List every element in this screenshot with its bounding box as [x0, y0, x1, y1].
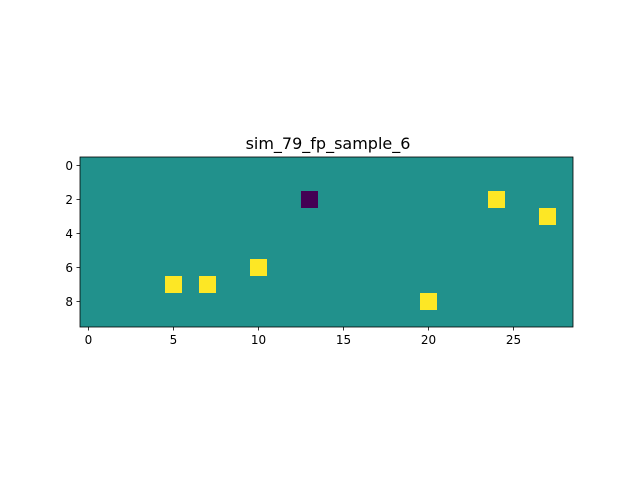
y-tick-label: 0 [65, 159, 73, 173]
y-tick-label: 6 [65, 261, 73, 275]
x-tick-label: 25 [506, 333, 521, 347]
heatmap-cell [301, 191, 318, 208]
y-tick-label: 4 [65, 227, 73, 241]
chart-title: sim_79_fp_sample_6 [246, 134, 411, 154]
x-axis: 0 5 10 15 20 25 [85, 327, 521, 347]
x-tick-label: 0 [85, 333, 93, 347]
y-tick-label: 8 [65, 295, 73, 309]
x-tick-label: 5 [170, 333, 178, 347]
x-tick-label: 10 [251, 333, 266, 347]
plot-area [79, 156, 574, 328]
heatmap-background-field [80, 157, 573, 327]
plot-frame [79, 156, 574, 328]
heatmap-cell [250, 259, 267, 276]
x-tick-label: 15 [336, 333, 351, 347]
y-axis: 0 2 4 6 8 [65, 159, 80, 309]
x-tick-label: 20 [421, 333, 436, 347]
heatmap-cell [199, 276, 216, 293]
heatmap-cell [488, 191, 505, 208]
heatmap-cell [165, 276, 182, 293]
heatmap-cell [539, 208, 556, 225]
y-tick-label: 2 [65, 193, 73, 207]
heatmap-cell [420, 293, 437, 310]
